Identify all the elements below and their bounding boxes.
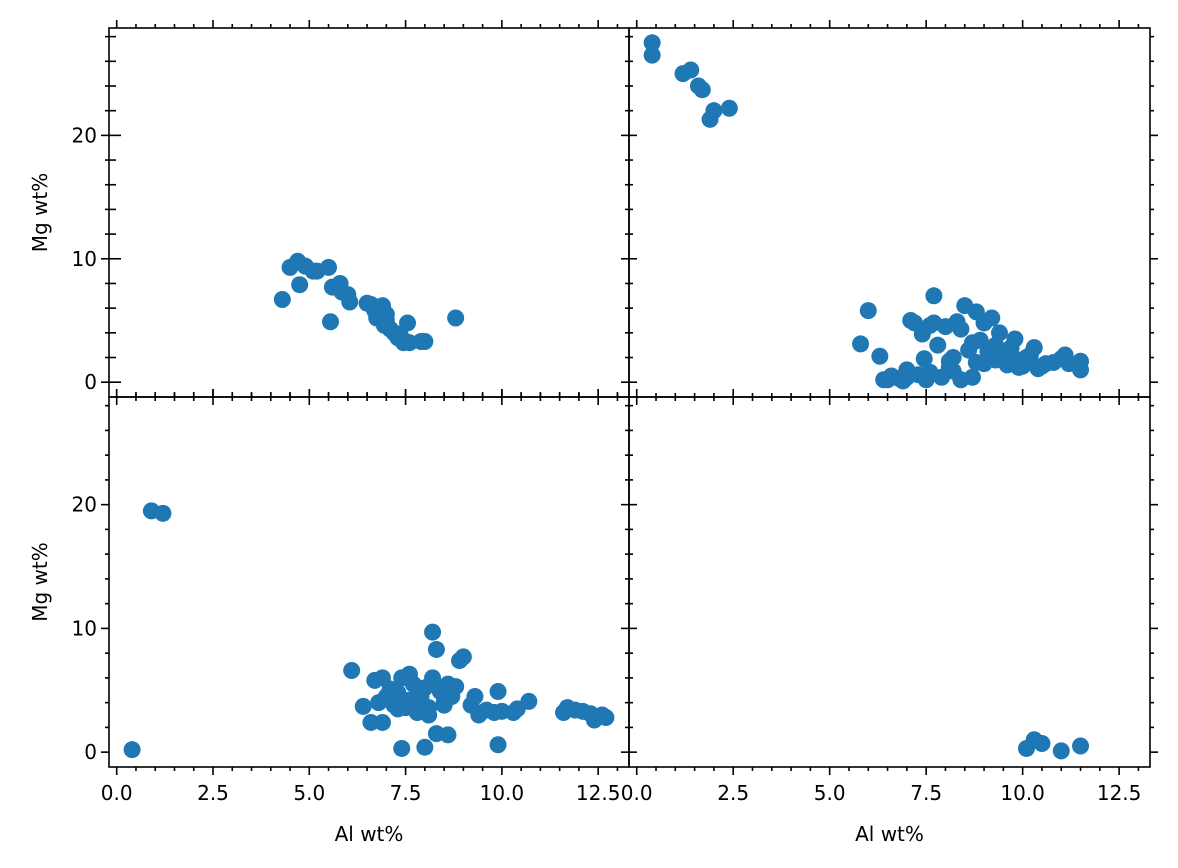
scatter-point [427,640,445,658]
scatter-point [990,324,1008,342]
x-tick-label: 12.5 [1097,781,1142,805]
y-axis-label: Mg wt% [28,173,52,253]
y-tick-label: 10 [72,247,97,271]
scatter-point [391,325,409,343]
scatter-point [291,276,309,294]
plot-frame [628,396,1151,768]
scatter-point [720,99,738,117]
scatter-point [454,648,472,666]
y-tick-label: 0 [84,370,97,394]
scatter-point [693,81,711,99]
scatter-point [921,363,939,381]
scatter-point [682,61,700,79]
scatter-point [321,313,339,331]
scatter-point [489,683,507,701]
scatter-point [370,300,388,318]
scatter-point [354,697,372,715]
scatter-point [952,320,970,338]
scatter-points [643,34,1090,390]
scatter-point [643,34,661,52]
scatter-point [416,332,434,350]
scatter-point [597,709,615,727]
scatter-point [416,738,434,756]
scatter-points [273,252,465,352]
scatter-point [424,623,442,641]
y-tick-label: 10 [72,616,97,640]
scatter-point [990,344,1008,362]
x-tick-label: 0.0 [621,781,653,805]
x-tick-label: 12.5 [576,781,621,805]
scatter-point [273,291,291,309]
y-tick-label: 0 [84,740,97,764]
panel-top-left: 0 10 20 Mg wt% [28,20,637,405]
scatter-point [1014,352,1032,370]
x-tick-label: 0.0 [101,781,133,805]
x-tick-label: 5.0 [293,781,325,805]
scatter-point [123,741,141,759]
x-axis-label: Al wt% [855,822,924,846]
scatter-point [420,699,438,717]
panel-bottom-right: 0.0 2.5 5.0 7.5 10.0 12.5 Al wt% [621,389,1158,846]
scatter-point [341,293,359,311]
scatter-points [123,502,615,759]
x-tick-label: 2.5 [197,781,229,805]
scatter-point [1006,330,1024,348]
scatter-point [852,335,870,353]
y-axis-label: Mg wt% [28,542,52,622]
scatter-point [1052,742,1070,760]
scatter-point [447,678,465,696]
x-tick-label: 2.5 [717,781,749,805]
scatter-point [466,687,484,705]
y-tick-label: 20 [72,493,97,517]
scatter-point [400,691,418,709]
scatter-point [520,692,538,710]
scatter-point [424,669,442,687]
scatter-point [1072,737,1090,755]
scatter-point [929,336,947,354]
scatter-point [154,504,172,522]
scatter-point [489,736,507,754]
scatter-point [381,680,399,698]
scatter-point [1072,361,1090,379]
scatter-point [859,302,877,320]
scatter-point [1033,734,1051,752]
scatter-point [373,713,391,731]
x-tick-label: 10.0 [1000,781,1045,805]
y-tick-label: 20 [72,123,97,147]
x-tick-label: 10.0 [480,781,525,805]
scatter-point [447,309,465,327]
scatter-point [435,694,453,712]
scatter-point [963,368,981,386]
scatter-point [427,725,445,743]
x-axis-label: Al wt% [335,822,404,846]
scatter-point [389,700,407,718]
scatter-point [343,661,361,679]
scatter-point [1033,357,1051,375]
scatter-point [967,353,985,371]
scatter-point [925,287,943,305]
x-tick-label: 5.0 [814,781,846,805]
scatter-point [393,739,411,757]
x-tick-label: 7.5 [910,781,942,805]
scatter-point [983,309,1001,327]
scatter-points [1018,731,1090,760]
scatter-point [944,362,962,380]
scatter-point [915,350,933,368]
x-tick-label: 7.5 [390,781,422,805]
scatter-point [871,347,889,365]
panel-bottom-left: 0.0 2.5 5.0 7.5 10.0 12.5 0 10 20 Al wt% Mg wt% [28,389,637,846]
scatter-point [643,46,661,64]
scatter-point [320,258,338,276]
scatter-point [705,102,723,120]
